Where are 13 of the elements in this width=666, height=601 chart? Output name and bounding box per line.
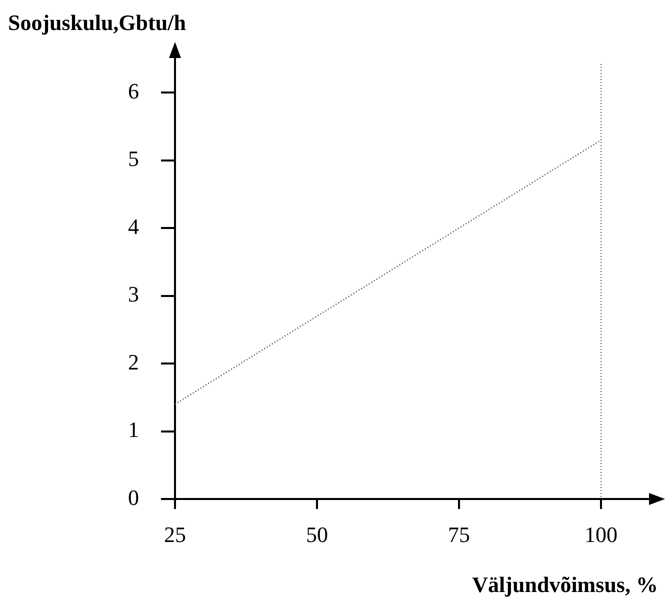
x-axis-title: Väljundvõimsus, % xyxy=(472,572,658,597)
x-tick-label: 50 xyxy=(306,522,328,547)
y-tick-label: 1 xyxy=(128,417,139,442)
x-tick-label: 75 xyxy=(448,522,470,547)
y-tick-label: 5 xyxy=(128,146,139,172)
y-axis-title: Soojuskulu,Gbtu/h xyxy=(8,10,186,35)
y-tick-label: 6 xyxy=(128,78,139,104)
y-tick-label: 2 xyxy=(128,349,139,374)
x-tick-label: 100 xyxy=(584,522,618,547)
y-tick-label: 4 xyxy=(128,214,139,239)
y-tick-label: 3 xyxy=(128,282,139,307)
x-tick-label: 25 xyxy=(164,522,186,547)
y-tick-label: 0 xyxy=(128,484,139,510)
